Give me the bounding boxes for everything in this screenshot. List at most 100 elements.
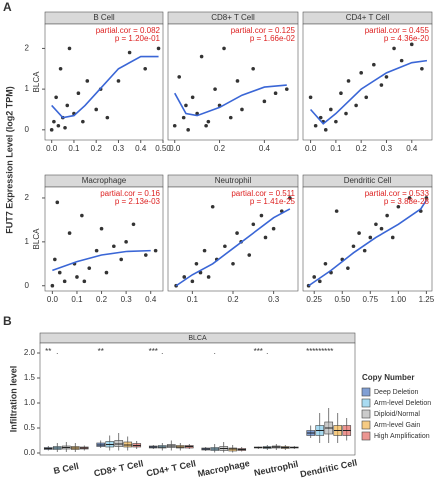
point bbox=[231, 261, 235, 266]
point bbox=[223, 244, 227, 249]
x-tick-label: 0.25 bbox=[306, 295, 322, 304]
x-tick-label: 0.0 bbox=[169, 144, 181, 153]
point bbox=[131, 222, 136, 227]
y-tick-label: 0 bbox=[25, 125, 30, 134]
annotation: partial.cor = 0.455 bbox=[365, 26, 430, 35]
fit-line bbox=[175, 208, 291, 287]
significance: *** bbox=[254, 347, 263, 356]
y-tick-label: 0.5 bbox=[24, 423, 36, 432]
plot-area bbox=[44, 23, 164, 141]
point bbox=[247, 253, 252, 257]
point bbox=[194, 261, 199, 266]
point bbox=[172, 123, 177, 128]
x-tick-label: 0.1 bbox=[68, 144, 80, 153]
point bbox=[124, 240, 128, 244]
point bbox=[313, 123, 318, 128]
point bbox=[339, 91, 343, 95]
x-tick-label: Dendritic Cell bbox=[299, 457, 358, 479]
significance: ** bbox=[98, 347, 104, 356]
side-label: BLCA bbox=[32, 228, 41, 250]
point bbox=[379, 83, 384, 87]
point bbox=[357, 231, 361, 235]
x-tick-label: 1.00 bbox=[391, 295, 407, 304]
point bbox=[184, 103, 188, 108]
fit-line bbox=[51, 55, 159, 119]
point bbox=[82, 279, 87, 284]
point bbox=[323, 128, 328, 132]
point bbox=[112, 244, 116, 249]
point bbox=[273, 91, 278, 95]
x-tick-label: 0.4 bbox=[135, 144, 147, 153]
significance: *** bbox=[149, 347, 158, 356]
y-tick-label: 2 bbox=[25, 44, 30, 53]
legend-label: Diploid/Normal bbox=[374, 411, 420, 418]
point bbox=[259, 213, 264, 218]
x-tick-label: B Cell bbox=[53, 461, 80, 476]
point bbox=[67, 46, 72, 51]
fit-line bbox=[308, 199, 428, 287]
legend-swatch bbox=[361, 409, 371, 419]
plot-area bbox=[302, 186, 433, 292]
point bbox=[240, 107, 244, 112]
annotation: partial.cor = 0.16 bbox=[100, 189, 160, 198]
x-tick-label: 1.25 bbox=[419, 295, 435, 304]
strip-title: Neutrophil bbox=[215, 176, 252, 185]
point bbox=[399, 58, 404, 63]
point bbox=[346, 79, 351, 83]
y-axis-label: FUT7 Expression Level (log2 TPM) bbox=[4, 86, 14, 234]
strip-title: BLCA bbox=[188, 335, 207, 342]
significance: *** bbox=[315, 347, 324, 356]
panel-label: A bbox=[3, 0, 12, 14]
legend-label: Arm-level Gain bbox=[374, 422, 420, 429]
point bbox=[94, 248, 99, 253]
point bbox=[379, 226, 384, 231]
legend-swatch bbox=[361, 387, 371, 397]
x-tick-label: Neutrophil bbox=[253, 459, 299, 478]
strip-title: Macrophage bbox=[82, 176, 127, 185]
point bbox=[156, 46, 161, 51]
legend-title: Copy Number bbox=[362, 373, 414, 382]
point bbox=[251, 66, 255, 71]
point bbox=[56, 123, 61, 128]
point bbox=[407, 196, 412, 200]
point bbox=[54, 95, 58, 100]
fit-line bbox=[52, 249, 151, 272]
point bbox=[153, 248, 158, 253]
x-tick-label: 0.1 bbox=[187, 295, 199, 304]
point bbox=[210, 204, 215, 209]
point bbox=[374, 222, 378, 227]
x-tick-label: 0.75 bbox=[363, 295, 379, 304]
point bbox=[65, 103, 70, 108]
point bbox=[58, 66, 63, 71]
point bbox=[346, 266, 350, 270]
x-tick-label: 0.0 bbox=[47, 295, 59, 304]
point bbox=[94, 107, 99, 112]
point bbox=[329, 107, 333, 112]
y-tick-label: 0 bbox=[25, 281, 30, 290]
point bbox=[334, 119, 338, 124]
point bbox=[390, 235, 395, 240]
point bbox=[271, 226, 276, 231]
point bbox=[359, 71, 363, 75]
significance: . bbox=[266, 347, 268, 356]
legend-swatch bbox=[361, 431, 371, 441]
point bbox=[213, 87, 217, 91]
point bbox=[85, 79, 90, 83]
y-axis-label: Infiltration level bbox=[8, 366, 18, 433]
x-tick-label: 0.50 bbox=[334, 295, 350, 304]
x-tick-label: 0.1 bbox=[71, 295, 83, 304]
annotation: p = 1.66e-02 bbox=[250, 34, 296, 43]
point bbox=[262, 99, 267, 104]
legend-label: Deep Deletion bbox=[374, 389, 418, 396]
significance: *** bbox=[306, 347, 315, 356]
y-tick-label: 1 bbox=[25, 237, 30, 246]
legend-label: Arm-level Deletion bbox=[374, 400, 431, 407]
point bbox=[204, 123, 208, 128]
point bbox=[105, 115, 110, 120]
x-tick-label: 0.3 bbox=[113, 144, 125, 153]
annotation: p = 1.20e-01 bbox=[115, 34, 161, 43]
point bbox=[49, 128, 54, 132]
side-label: BLCA bbox=[32, 71, 41, 93]
point bbox=[186, 128, 190, 132]
